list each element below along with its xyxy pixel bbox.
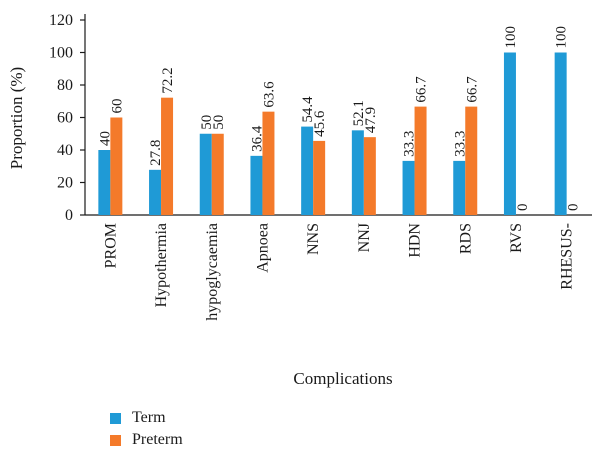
bar-preterm-nnj <box>363 137 376 215</box>
legend-item-preterm: Preterm <box>110 431 183 449</box>
bar-term-hdn <box>402 160 415 215</box>
bars-group <box>98 52 567 215</box>
bar-preterm-prom <box>110 117 123 215</box>
bar-term-hypothermia <box>149 169 162 215</box>
data-label: 27.8 <box>148 140 164 166</box>
bar-term-hypoglycaemia <box>199 133 212 215</box>
bar-preterm-nns <box>313 140 326 215</box>
data-label: 72.2 <box>160 67 176 93</box>
bar-preterm-hypoglycaemia <box>211 133 224 215</box>
data-label: 63.6 <box>261 81 277 108</box>
bar-term-apnoea <box>250 155 263 215</box>
data-label: 47.9 <box>363 107 379 133</box>
bar-term-nns <box>301 126 314 215</box>
data-label: 36.4 <box>249 125 265 152</box>
data-label: 100 <box>554 26 570 49</box>
x-tick-label: HDN <box>407 223 424 258</box>
bar-term-rhesus <box>554 52 567 215</box>
y-ticks-group: 0 20 40 60 80 100 120 <box>49 12 85 224</box>
data-label: 60 <box>109 99 125 114</box>
bar-preterm-hdn <box>414 106 427 215</box>
x-tick-label: RHESUS- <box>559 223 576 290</box>
data-label: 40 <box>97 131 113 146</box>
bar-preterm-hypothermia <box>161 97 174 215</box>
legend-swatch-preterm <box>110 434 121 446</box>
bar-term-rds <box>453 160 466 215</box>
bar-term-prom <box>98 150 111 215</box>
data-label: 0 <box>515 204 531 212</box>
legend-label-term: Term <box>132 409 166 426</box>
y-tick-label: 40 <box>57 142 73 159</box>
bar-term-rvs <box>503 52 516 215</box>
data-label: 50 <box>199 115 215 130</box>
data-label: 66.7 <box>414 76 430 103</box>
y-tick-label: 60 <box>57 110 73 127</box>
data-label: 66.7 <box>464 76 480 103</box>
bar-term-nnj <box>351 130 364 215</box>
x-tick-label: Apnoea <box>254 223 271 273</box>
legend-swatch-term <box>110 412 121 424</box>
y-tick-label: 20 <box>57 175 73 192</box>
data-label: 52.1 <box>351 100 367 126</box>
y-tick-label: 100 <box>49 45 73 62</box>
data-label: 0 <box>566 204 582 212</box>
y-axis-label: Proportion (%) <box>7 67 26 169</box>
data-label: 45.6 <box>312 110 328 137</box>
x-tick-label: RDS <box>457 223 474 254</box>
data-label: 33.3 <box>402 131 418 157</box>
x-axis-label: Complications <box>293 369 392 388</box>
bar-preterm-rds <box>465 106 478 215</box>
x-tick-labels-group: PROM Hypothermia hypoglycaemia Apnoea NNS NNJ… <box>102 223 575 321</box>
y-tick-label: 0 <box>65 207 73 224</box>
x-tick-label: hypoglycaemia <box>204 223 221 321</box>
x-tick-label: NNS <box>305 223 322 255</box>
legend-item-term: Term <box>110 409 166 427</box>
bar-preterm-apnoea <box>262 111 275 215</box>
y-tick-label: 80 <box>57 77 73 94</box>
legend-label-preterm: Preterm <box>132 431 183 448</box>
x-tick-label: Hypothermia <box>153 223 170 307</box>
data-label: 100 <box>503 26 519 49</box>
x-tick-label: PROM <box>102 223 119 268</box>
x-tick-label: NNJ <box>356 223 373 252</box>
data-label: 54.4 <box>300 96 316 123</box>
data-label: 33.3 <box>452 131 468 157</box>
x-tick-label: RVS <box>508 223 525 253</box>
y-tick-label: 120 <box>49 12 73 29</box>
data-label: 50 <box>211 115 227 130</box>
